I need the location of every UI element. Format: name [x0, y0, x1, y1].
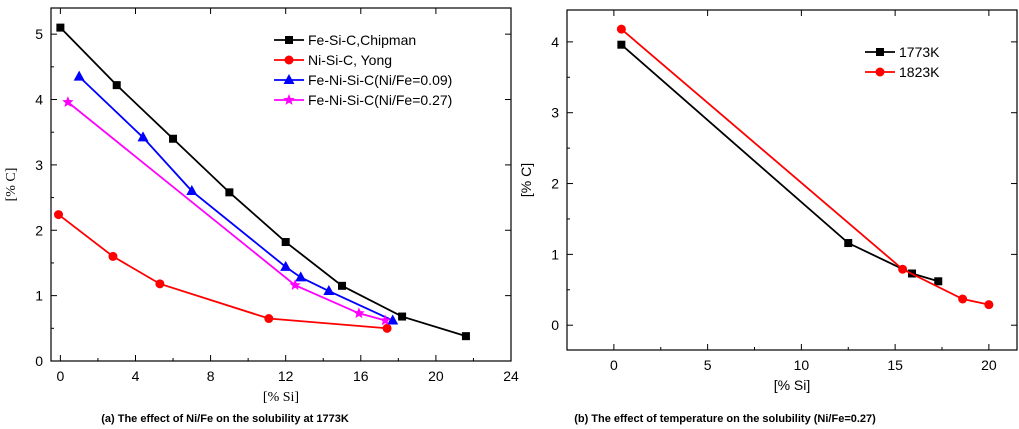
y-tick-label: 4: [35, 92, 43, 108]
data-point: [984, 300, 994, 310]
data-point: [73, 70, 85, 81]
x-tick-label: 0: [610, 357, 618, 373]
legend-marker: [283, 74, 295, 84]
series-line: [67, 101, 386, 322]
data-point: [112, 81, 121, 90]
y-tick-label: 1: [35, 288, 43, 304]
legend-marker: [284, 55, 294, 65]
y-tick-label: 3: [35, 157, 43, 173]
data-point: [54, 210, 64, 220]
x-tick-label: 24: [503, 368, 519, 384]
data-point: [617, 40, 626, 49]
y-tick-label: 3: [551, 105, 559, 121]
legend-label: 1823K: [899, 64, 940, 80]
series-1: [56, 23, 470, 341]
data-point: [353, 307, 365, 319]
series-line: [620, 44, 939, 283]
legend-marker: [285, 36, 293, 44]
legend-label: Fe-Ni-Si-C(Ni/Fe=0.27): [308, 92, 452, 108]
data-point: [844, 239, 853, 248]
series-4: [62, 96, 391, 326]
legend: Fe-Si-C,Chipman Ni-Si-C, Yong Fe-Ni-Si-C(N…: [274, 32, 452, 108]
data-point: [387, 314, 399, 325]
data-point: [280, 260, 292, 271]
legend-label: 1773K: [899, 44, 940, 60]
legend-marker: [875, 67, 885, 77]
series-1: [617, 40, 943, 286]
legend-marker: [876, 48, 884, 56]
y-tick-label: 2: [35, 222, 43, 238]
data-point: [958, 294, 968, 304]
data-point: [62, 96, 74, 107]
y-axis-label: [% C]: [518, 163, 534, 197]
series-2: [54, 210, 392, 333]
legend-label: Ni-Si-C, Yong: [308, 52, 392, 68]
x-tick-label: 16: [353, 368, 369, 384]
data-point: [934, 277, 943, 286]
legend-marker: [283, 94, 295, 105]
data-point: [616, 24, 626, 34]
x-tick-label: 8: [207, 368, 215, 384]
data-point: [338, 281, 347, 290]
data-point: [398, 312, 407, 321]
x-tick-label: 4: [132, 368, 140, 384]
data-point: [137, 131, 149, 142]
data-point: [264, 314, 274, 324]
data-point: [382, 323, 392, 333]
chart-b: 0 5 10 15 20 0 1 2 3 4 [% Si] [% C] 1773K 1823K: [518, 9, 1018, 393]
data-point: [295, 271, 307, 282]
x-axis-label: [% Si]: [263, 390, 299, 405]
data-point: [461, 332, 470, 341]
data-point: [225, 188, 234, 197]
y-tick-label: 2: [551, 176, 559, 192]
x-axis-label: [% Si]: [774, 377, 811, 393]
x-tick-label: 20: [428, 368, 444, 384]
series-3: [73, 70, 399, 325]
x-tick-label: 20: [981, 357, 997, 373]
plot-frame: [566, 9, 1018, 351]
data-point: [155, 279, 165, 289]
data-point: [898, 264, 908, 274]
x-tick-label: 0: [56, 368, 64, 384]
series-line: [57, 213, 388, 330]
data-point: [186, 185, 198, 196]
legend: 1773K 1823K: [865, 44, 940, 80]
y-axis-label: [% C]: [4, 168, 19, 202]
y-tick-label: 0: [551, 317, 559, 333]
series-line: [620, 28, 990, 306]
y-tick-label: 5: [35, 26, 43, 42]
data-point: [281, 238, 290, 247]
x-tick-label: 10: [794, 357, 810, 373]
plot-frame: [50, 7, 512, 362]
series-line: [59, 26, 467, 338]
caption-b: (b) The effect of temperature on the sol…: [574, 413, 876, 425]
x-tick-label: 12: [278, 368, 294, 384]
data-point: [323, 285, 335, 296]
data-point: [169, 134, 178, 143]
data-point: [56, 23, 65, 32]
y-tick-label: 4: [551, 34, 559, 50]
data-point: [379, 314, 391, 326]
y-tick-label: 0: [35, 353, 43, 369]
y-tick-label: 1: [551, 246, 559, 262]
x-tick-label: 15: [887, 357, 903, 373]
data-point: [108, 251, 118, 261]
series-2: [616, 24, 994, 310]
x-tick-label: 5: [704, 357, 712, 373]
legend-label: Fe-Ni-Si-C(Ni/Fe=0.09): [308, 72, 452, 88]
legend-label: Fe-Si-C,Chipman: [308, 32, 416, 48]
data-point: [289, 279, 301, 291]
caption-a: (a) The effect of Ni/Fe on the solubilit…: [101, 413, 349, 425]
